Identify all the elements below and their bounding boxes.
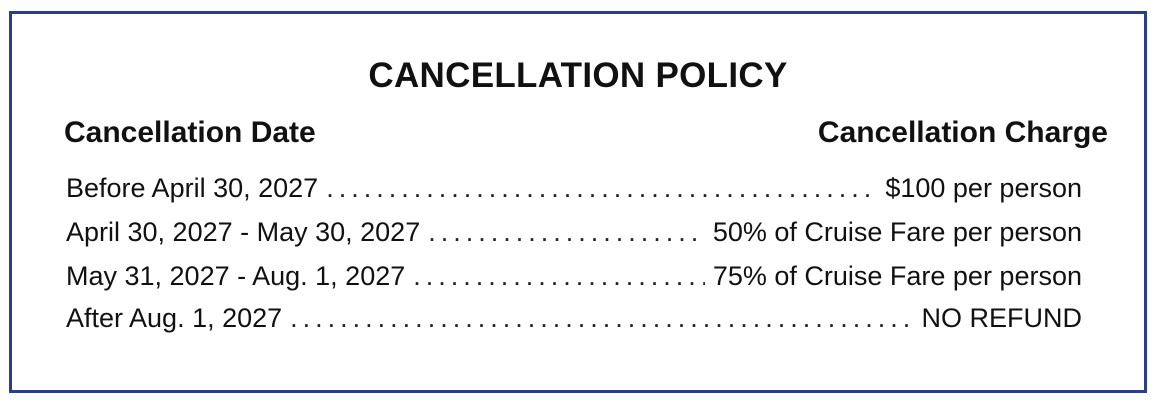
policy-row: April 30, 2027 - May 30, 2027 ..........…: [66, 214, 1082, 250]
row-charge: 50% of Cruise Fare per person: [712, 217, 1082, 247]
policy-row: Before April 30, 2027 ..................…: [66, 170, 1082, 206]
column-header-charge: Cancellation Charge: [817, 116, 1108, 149]
row-date: After Aug. 1, 2027: [66, 303, 283, 333]
policy-row: May 31, 2027 - Aug. 1, 2027 ............…: [66, 258, 1082, 294]
dot-leader: ........................................…: [290, 303, 914, 333]
row-charge: $100 per person: [885, 173, 1082, 203]
row-date: April 30, 2027 - May 30, 2027: [66, 217, 421, 247]
policy-title: CANCELLATION POLICY: [368, 56, 788, 95]
dot-leader: ........................................…: [326, 173, 877, 203]
policy-row: After Aug. 1, 2027 .....................…: [66, 300, 1082, 336]
dot-leader: ........................................…: [428, 217, 705, 247]
policy-box: CANCELLATION POLICY Cancellation Date Ca…: [9, 11, 1147, 393]
row-date: May 31, 2027 - Aug. 1, 2027: [66, 261, 406, 291]
column-header-date: Cancellation Date: [64, 116, 316, 149]
row-charge: NO REFUND: [921, 303, 1083, 333]
row-date: Before April 30, 2027: [66, 173, 319, 203]
row-charge: 75% of Cruise Fare per person: [712, 261, 1082, 291]
dot-leader: ........................................…: [413, 261, 705, 291]
